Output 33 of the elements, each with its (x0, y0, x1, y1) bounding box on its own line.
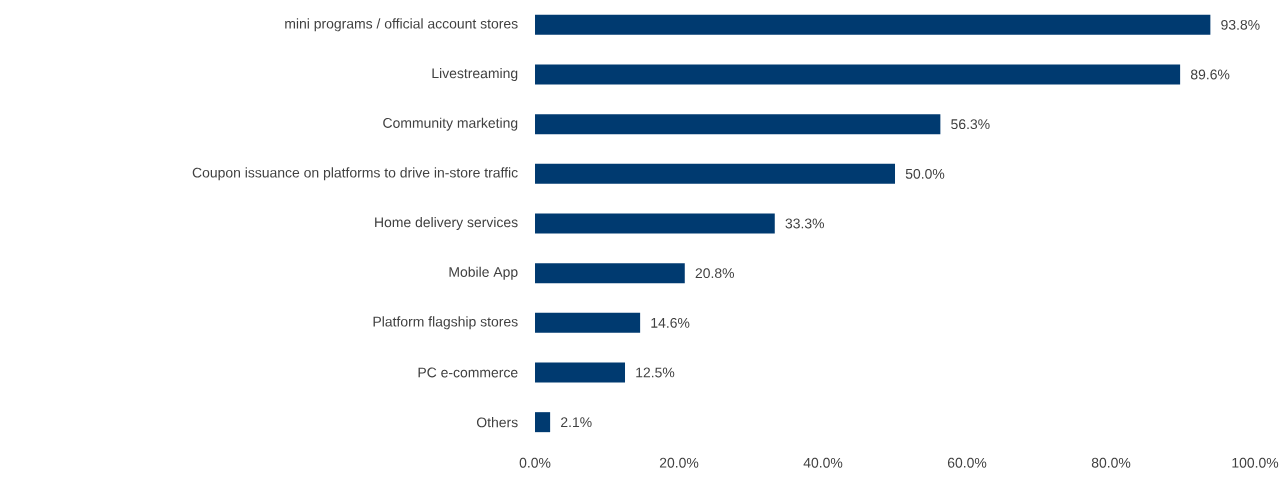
bar (535, 263, 685, 284)
x-tick-label: 100.0% (1232, 457, 1279, 468)
y-tick-label: Home delivery services (375, 216, 518, 230)
data-label: 14.6% (651, 317, 690, 328)
data-label: 50.0% (905, 168, 945, 179)
data-label: 93.8% (1221, 19, 1260, 30)
x-tick-label: 20.0% (659, 457, 699, 468)
bar (535, 362, 626, 383)
data-label: 12.5% (636, 367, 675, 378)
bar (535, 14, 1211, 35)
bar (535, 213, 775, 234)
y-tick-label: Others (476, 417, 518, 428)
x-tick-label: 0.0% (519, 457, 551, 468)
data-label: 89.6% (1190, 69, 1230, 80)
x-tick-label: 40.0% (803, 457, 843, 468)
x-tick-label: 60.0% (947, 457, 987, 468)
data-label: 20.8% (695, 268, 735, 279)
y-tick-label: Community marketing (383, 117, 518, 131)
data-label: 2.1% (561, 417, 592, 428)
data-label: 33.3% (785, 218, 825, 229)
y-tick-label: Platform flagship stores (373, 316, 518, 330)
bar (535, 114, 941, 135)
x-tick-label: 80.0% (1091, 457, 1131, 468)
bar (535, 312, 641, 333)
y-tick-label: Livestreaming (432, 67, 518, 81)
y-tick-label: PC e-commerce (418, 367, 518, 378)
bar (535, 163, 896, 184)
y-tick-label: Mobile App (449, 266, 518, 280)
y-tick-label: mini programs / official account stores (285, 18, 518, 32)
y-tick-label: Coupon issuance on platforms to drive in-store traffic (192, 167, 518, 181)
data-label: 56.3% (951, 119, 990, 130)
bar (535, 64, 1181, 85)
bar (535, 412, 551, 433)
